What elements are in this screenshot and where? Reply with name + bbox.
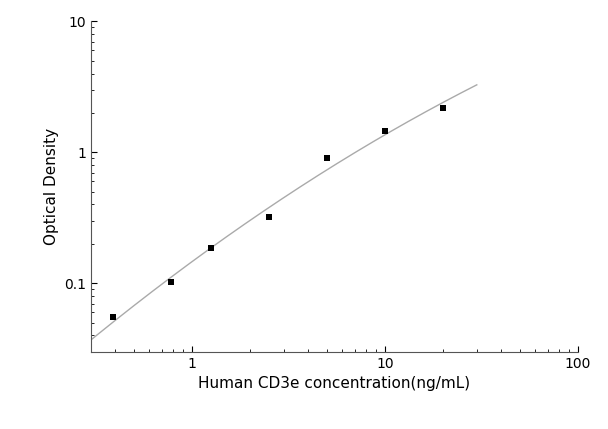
Y-axis label: Optical Density: Optical Density xyxy=(44,128,59,245)
Point xyxy=(438,104,447,111)
Point xyxy=(108,314,118,321)
Point xyxy=(264,214,274,221)
Point xyxy=(206,245,216,252)
Point xyxy=(167,279,176,286)
Point xyxy=(380,128,390,135)
Point xyxy=(322,155,331,162)
X-axis label: Human CD3e concentration(ng/mL): Human CD3e concentration(ng/mL) xyxy=(198,376,471,391)
